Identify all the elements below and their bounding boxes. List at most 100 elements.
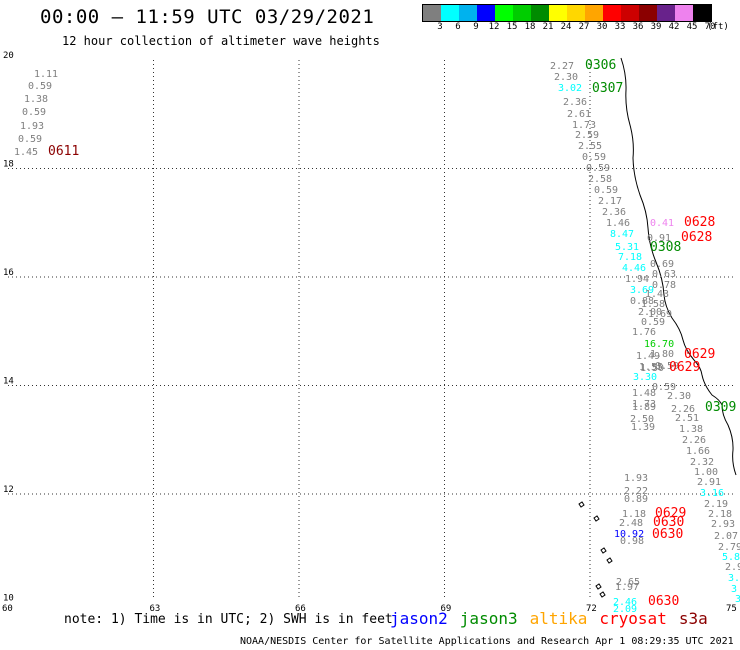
wave-height-label: 2.07 <box>714 531 738 542</box>
map-title: 00:00 – 11:59 UTC 03/29/2021 <box>40 6 375 28</box>
wave-height-label: 2.91 <box>697 477 721 488</box>
colorbar-swatch <box>639 5 657 21</box>
colorbar-label: 12 <box>488 22 500 32</box>
wave-height-label: 1.76 <box>632 327 656 338</box>
island-mark <box>593 515 600 522</box>
wave-height-label: 1.00 <box>694 467 718 478</box>
colorbar-swatch <box>423 5 441 21</box>
wave-height-label: 1.73 <box>632 399 656 410</box>
colorbar-swatch <box>513 5 531 21</box>
wave-height-label: 2.50 <box>630 414 654 425</box>
wave-height-label: 2.59 <box>575 130 599 141</box>
colorbar-label: 30 <box>596 22 608 32</box>
colorbar-label: 39 <box>650 22 662 32</box>
island-mark <box>595 583 602 590</box>
wave-height-label: 1.11 <box>34 69 58 80</box>
wave-height-label: 2.17 <box>598 196 622 207</box>
wave-height-label: 2.65 <box>616 577 640 588</box>
wave-height-label: 0.41 <box>650 218 674 229</box>
wave-height-label: 0.59 <box>641 317 665 328</box>
wave-height-label: 0.59 <box>18 134 42 145</box>
wave-height-label: 1.93 <box>20 121 44 132</box>
wave-height-label: 4.46 <box>622 263 646 274</box>
wave-height-label: 2.30 <box>667 391 691 402</box>
wave-height-label: 1.58 <box>641 299 665 310</box>
wave-height-label: 16.70 <box>644 339 674 350</box>
wave-height-label: 3 <box>735 594 740 605</box>
colorbar-swatch <box>567 5 585 21</box>
wave-height-label: 1.97 <box>615 582 639 593</box>
pass-time-label: 0307 <box>592 81 623 96</box>
colorbar-label: 70 <box>704 22 716 32</box>
satellite-legend: jason2 jason3 altika cryosat s3a <box>390 609 720 628</box>
wave-height-label: 0.59 <box>22 107 46 118</box>
wave-height-label: 3. <box>728 573 740 584</box>
y-tick-label: 10 <box>3 594 14 604</box>
colorbar-label: 36 <box>632 22 644 32</box>
wave-height-label: 2.26 <box>682 435 706 446</box>
colorbar-label: 15 <box>506 22 518 32</box>
wave-height-label: 5.31 <box>615 242 639 253</box>
wave-height-label: 5.8 <box>722 552 740 563</box>
wave-height-label: 1.38 <box>679 424 703 435</box>
pass-time-label: 0628 <box>681 230 712 245</box>
y-tick-label: 12 <box>3 485 14 495</box>
x-tick-label: 66 <box>295 604 306 614</box>
wave-height-label: 2.55 <box>578 141 602 152</box>
wave-height-label: 1.66 <box>686 446 710 457</box>
colorbar-swatch <box>459 5 477 21</box>
y-tick-label: 18 <box>3 160 14 170</box>
wave-height-label: 1.39 <box>631 422 655 433</box>
wave-height-label: 2.18 <box>708 509 732 520</box>
x-tick-label: 60 <box>2 604 13 614</box>
wave-height-label: 1.49 <box>636 351 660 362</box>
wave-height-label: 0.59 <box>652 382 676 393</box>
legend-altika: altika <box>529 609 588 628</box>
pass-time-label: 0629 <box>669 360 700 375</box>
pass-time-label: 0308 <box>650 240 681 255</box>
wave-height-label: 1.80 <box>650 349 674 360</box>
colorbar-label: 24 <box>560 22 572 32</box>
pass-time-label: 0630 <box>652 527 683 542</box>
wave-height-label: 1.89 <box>632 402 656 413</box>
colorbar-swatch <box>477 5 495 21</box>
track-line <box>620 57 737 476</box>
wave-height-label: 1.94 <box>625 274 649 285</box>
wave-height-label: 10.92 <box>614 529 644 540</box>
wave-height-label: 0.59 <box>655 361 679 372</box>
wave-height-label: 1.50 <box>640 363 664 374</box>
legend-cryosat: cryosat <box>599 609 667 628</box>
wave-height-label: 0.88 <box>630 296 654 307</box>
wave-height-label: 1.93 <box>624 473 648 484</box>
wave-height-label: 7.18 <box>618 252 642 263</box>
map-subtitle: 12 hour collection of altimeter wave hei… <box>62 34 380 48</box>
colorbar-label: 27 <box>578 22 590 32</box>
colorbar-label: 9 <box>473 22 479 32</box>
legend-jason2: jason2 <box>390 609 448 628</box>
wave-height-label: 8.47 <box>610 229 634 240</box>
wave-height-label: 2.58 <box>588 174 612 185</box>
wave-height-label: 2.00 <box>638 307 662 318</box>
wave-height-label: 2.93 <box>711 519 735 530</box>
wave-height-label: 2.36 <box>563 97 587 108</box>
pass-time-label: 0629 <box>684 347 715 362</box>
legend-jason3: jason3 <box>459 609 518 628</box>
colorbar-label: (ft) <box>707 22 729 32</box>
wave-height-label: 2.48 <box>619 518 643 529</box>
pass-time-label: 0629 <box>655 506 686 521</box>
colorbar-swatch <box>693 5 711 21</box>
colorbar-swatch <box>675 5 693 21</box>
wave-height-label: 3.30 <box>633 372 657 383</box>
wave-height-label: 0.63 <box>652 269 676 280</box>
wave-height-label: 1.43 <box>645 289 669 300</box>
colorbar-label: 42 <box>668 22 680 32</box>
footer-credit: NOAA/NESDIS Center for Satellite Applica… <box>240 636 734 647</box>
note-text: note: 1) Time is in UTC; 2) SWH is in fe… <box>64 612 393 627</box>
colorbar-labels: 3 6 9 12 15 18 21 24 27 30 33 36 39 42 45 70 (ft) <box>422 22 732 34</box>
wave-height-label: 0.69 <box>650 259 674 270</box>
x-tick-label: 75 <box>726 604 737 614</box>
colorbar-label: 45 <box>686 22 698 32</box>
colorbar-swatch <box>441 5 459 21</box>
wave-height-label: 1.73 <box>572 120 596 131</box>
